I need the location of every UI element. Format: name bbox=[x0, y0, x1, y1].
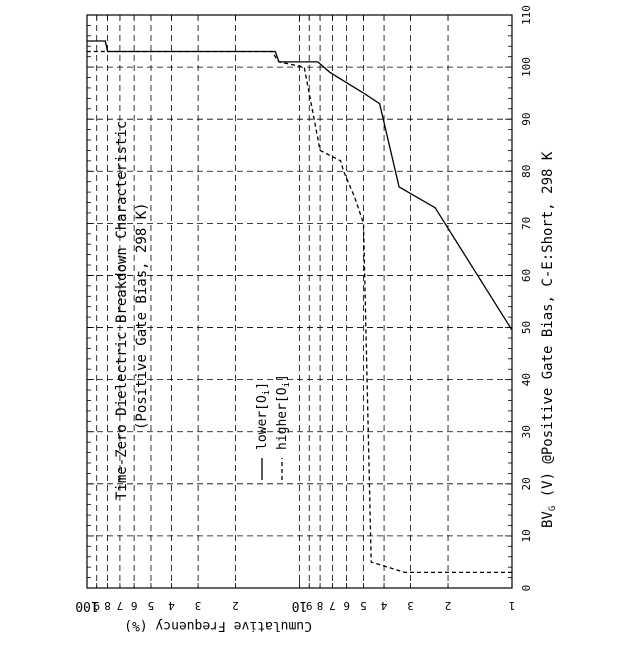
y-tick-label: 2 bbox=[445, 599, 452, 612]
legend-label-suffix: ] bbox=[255, 382, 270, 390]
y-tick-label: 8 bbox=[104, 599, 111, 612]
y-tick-label: 2 bbox=[232, 599, 239, 612]
x-tick-label: 60 bbox=[520, 269, 533, 282]
y-tick-label: 1 bbox=[509, 599, 516, 612]
legend: lower[Oi]higher[Oi] bbox=[255, 374, 292, 480]
y-tick-label: 4 bbox=[380, 599, 387, 612]
chart-title-group: Time-Zero Dielectric Breakdown Character… bbox=[114, 121, 150, 500]
x-axis-label-main: BV bbox=[540, 511, 556, 528]
x-tick-label: 0 bbox=[520, 585, 533, 592]
x-tick-label: 10 bbox=[520, 529, 533, 542]
y-tick-label: 10 bbox=[292, 598, 308, 613]
y-tick-label: 3 bbox=[195, 599, 202, 612]
y-tick-label: 8 bbox=[317, 599, 324, 612]
y-tick-label: 3 bbox=[407, 599, 414, 612]
legend-label: lower[Oi] bbox=[255, 382, 272, 450]
legend-label-suffix: ] bbox=[275, 374, 290, 382]
chart-subtitle: (Positive Gate Bias, 298 K) bbox=[134, 202, 150, 430]
y-axis-label: Cumulative Frequency (%) bbox=[124, 618, 312, 633]
x-tick-label: 40 bbox=[520, 373, 533, 386]
y-tick-label: 5 bbox=[360, 599, 367, 612]
y-tick-label: 6 bbox=[343, 599, 350, 612]
x-axis-label-suffix: (V) @Positive Gate Bias, C-E:Short, 298 … bbox=[540, 151, 556, 506]
x-tick-label: 90 bbox=[520, 113, 533, 126]
x-axis-label: BVG (V) @Positive Gate Bias, C-E:Short, … bbox=[540, 151, 558, 528]
legend-label-main: lower[O bbox=[255, 395, 270, 450]
legend-label: higher[Oi] bbox=[275, 374, 292, 450]
x-axis-label-group: BVG (V) @Positive Gate Bias, C-E:Short, … bbox=[540, 151, 558, 528]
y-tick-label: 100 bbox=[75, 598, 98, 613]
x-tick-label: 20 bbox=[520, 477, 533, 490]
x-tick-label: 30 bbox=[520, 425, 533, 438]
y-axis-label-group: Cumulative Frequency (%) bbox=[124, 618, 312, 633]
y-tick-label: 7 bbox=[329, 599, 336, 612]
x-tick-label: 100 bbox=[520, 57, 533, 77]
y-tick-label: 7 bbox=[117, 599, 124, 612]
y-tick-label: 4 bbox=[168, 599, 175, 612]
x-tick-label: 110 bbox=[520, 5, 533, 25]
x-tick-label: 50 bbox=[520, 321, 533, 334]
y-tick-label: 6 bbox=[131, 599, 138, 612]
x-tick-label: 80 bbox=[520, 165, 533, 178]
y-tick-label: 5 bbox=[148, 599, 155, 612]
x-tick-label: 70 bbox=[520, 217, 533, 230]
legend-label-main: higher[O bbox=[275, 387, 290, 450]
chart-title: Time-Zero Dielectric Breakdown Character… bbox=[114, 121, 130, 500]
